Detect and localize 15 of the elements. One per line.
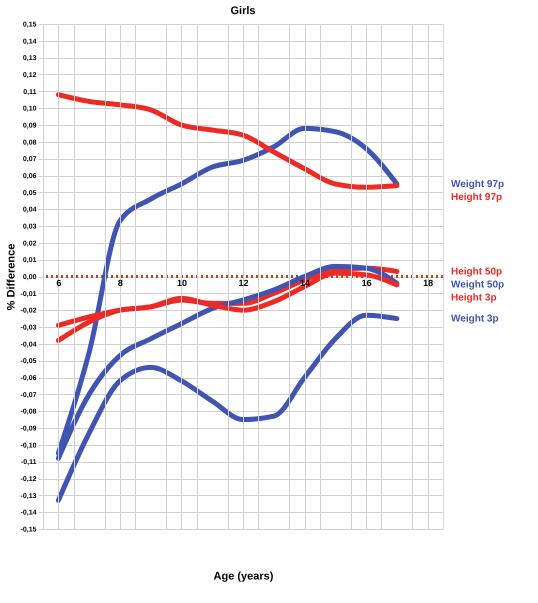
- x-axis-title: Age (years): [214, 570, 274, 582]
- text: Weight 3p: [451, 314, 499, 325]
- x-tick-label: 18: [423, 278, 434, 288]
- text: Weight 97p: [451, 178, 504, 190]
- text: Height 97p: [451, 192, 502, 204]
- x-tick-label: 12: [238, 278, 249, 288]
- x-tick-label: 8: [118, 278, 123, 288]
- text: Height 3p: [451, 292, 497, 304]
- x-tick-label: 6: [56, 278, 62, 288]
- chart-title: Girls: [230, 5, 256, 17]
- x-tick-label: 10: [176, 278, 187, 288]
- y-axis-title: % Difference: [6, 244, 18, 310]
- text: Weight 50p: [451, 280, 504, 291]
- text: Height 50p: [451, 266, 502, 278]
- x-tick-label: 16: [362, 278, 372, 288]
